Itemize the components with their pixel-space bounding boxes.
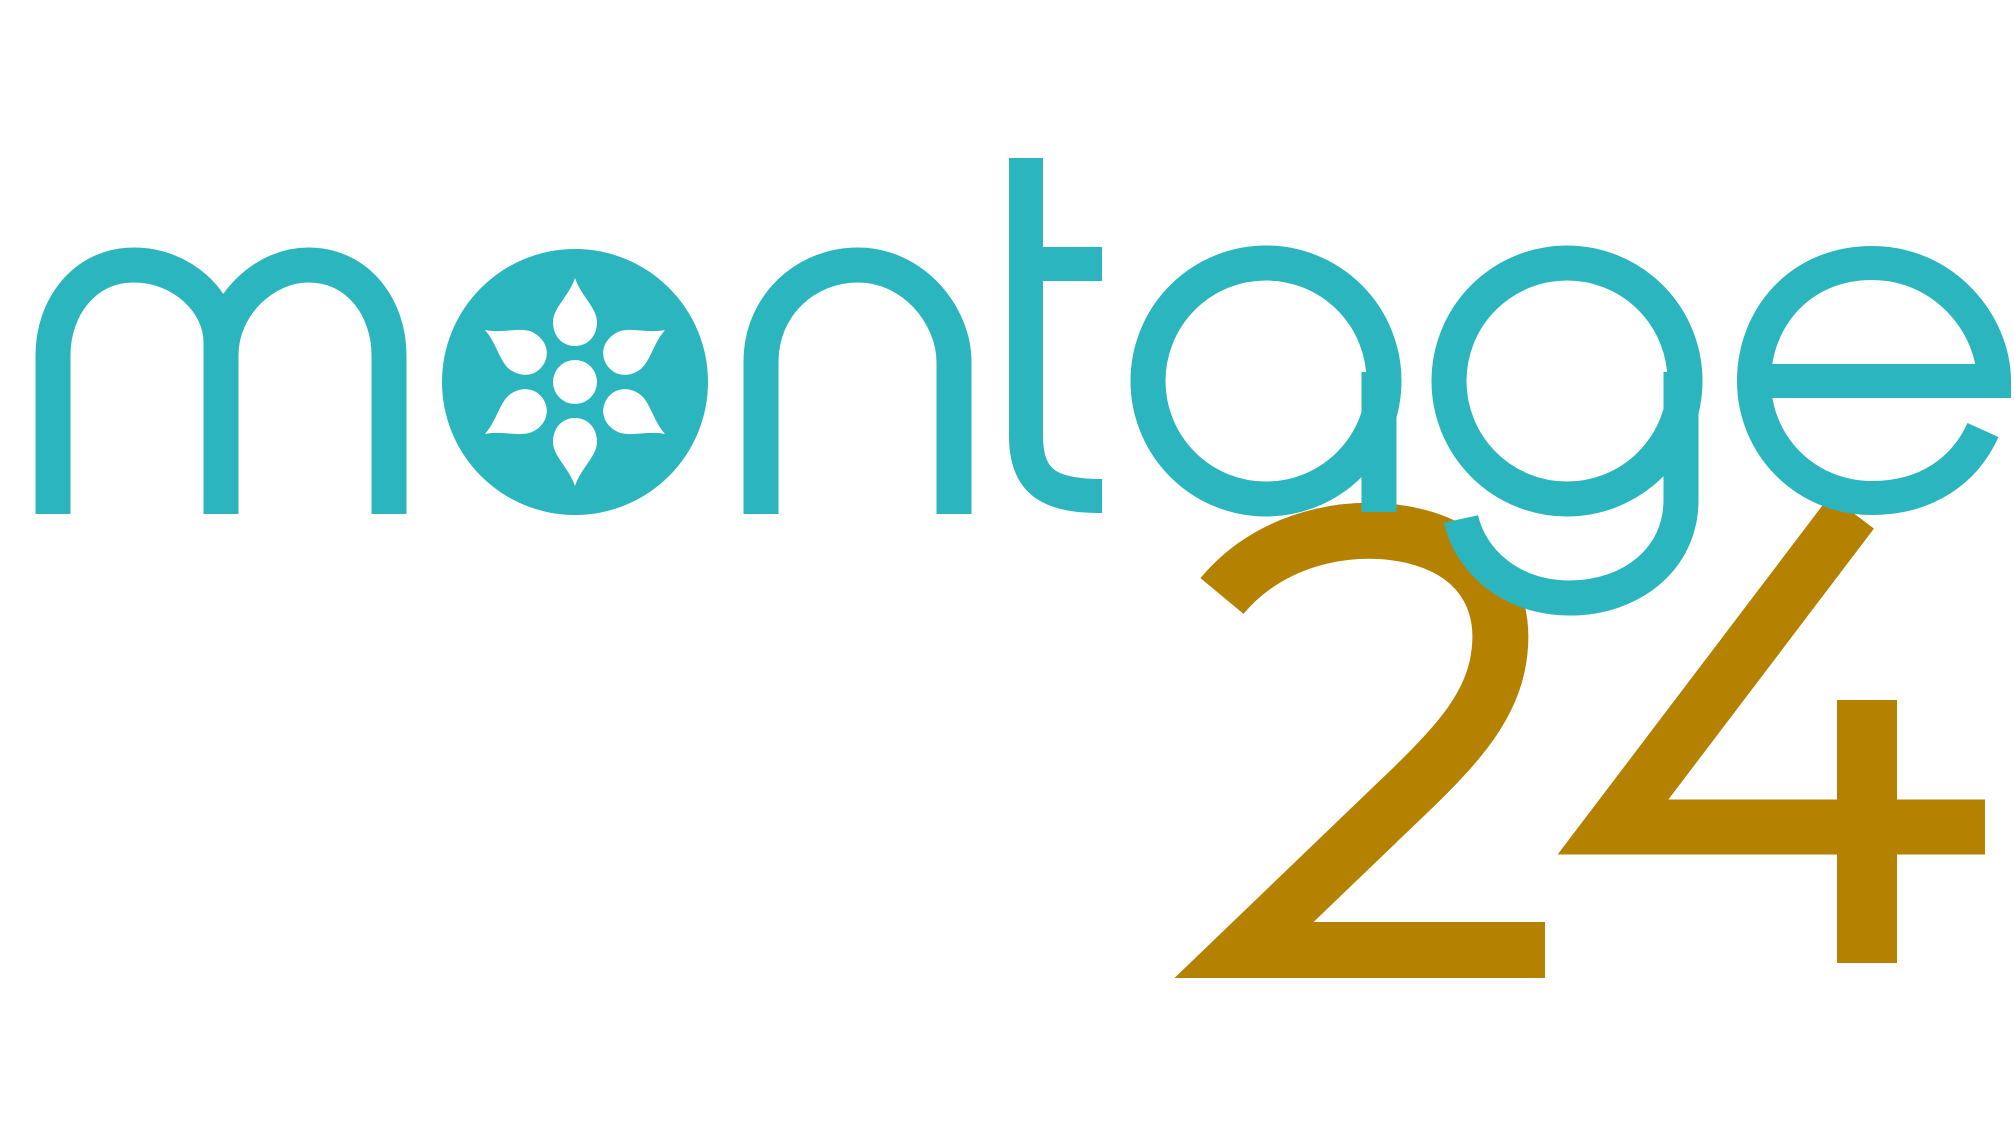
reel-center-hole [553, 360, 597, 404]
letter-g-tail [1443, 372, 1699, 616]
letter-g [1431, 245, 1703, 616]
letter-t [1009, 158, 1103, 513]
letter-n [743, 247, 972, 514]
reel-petal [553, 278, 597, 346]
wordmark-montage [35, 158, 2012, 616]
film-reel-icon [442, 249, 708, 515]
letter-a-bowl [1130, 245, 1402, 517]
reel-petals [473, 278, 677, 486]
letter-m [35, 247, 407, 514]
letter-g-bowl [1431, 245, 1703, 517]
letter-e [1736, 245, 2012, 516]
letter-a [1130, 245, 1402, 517]
